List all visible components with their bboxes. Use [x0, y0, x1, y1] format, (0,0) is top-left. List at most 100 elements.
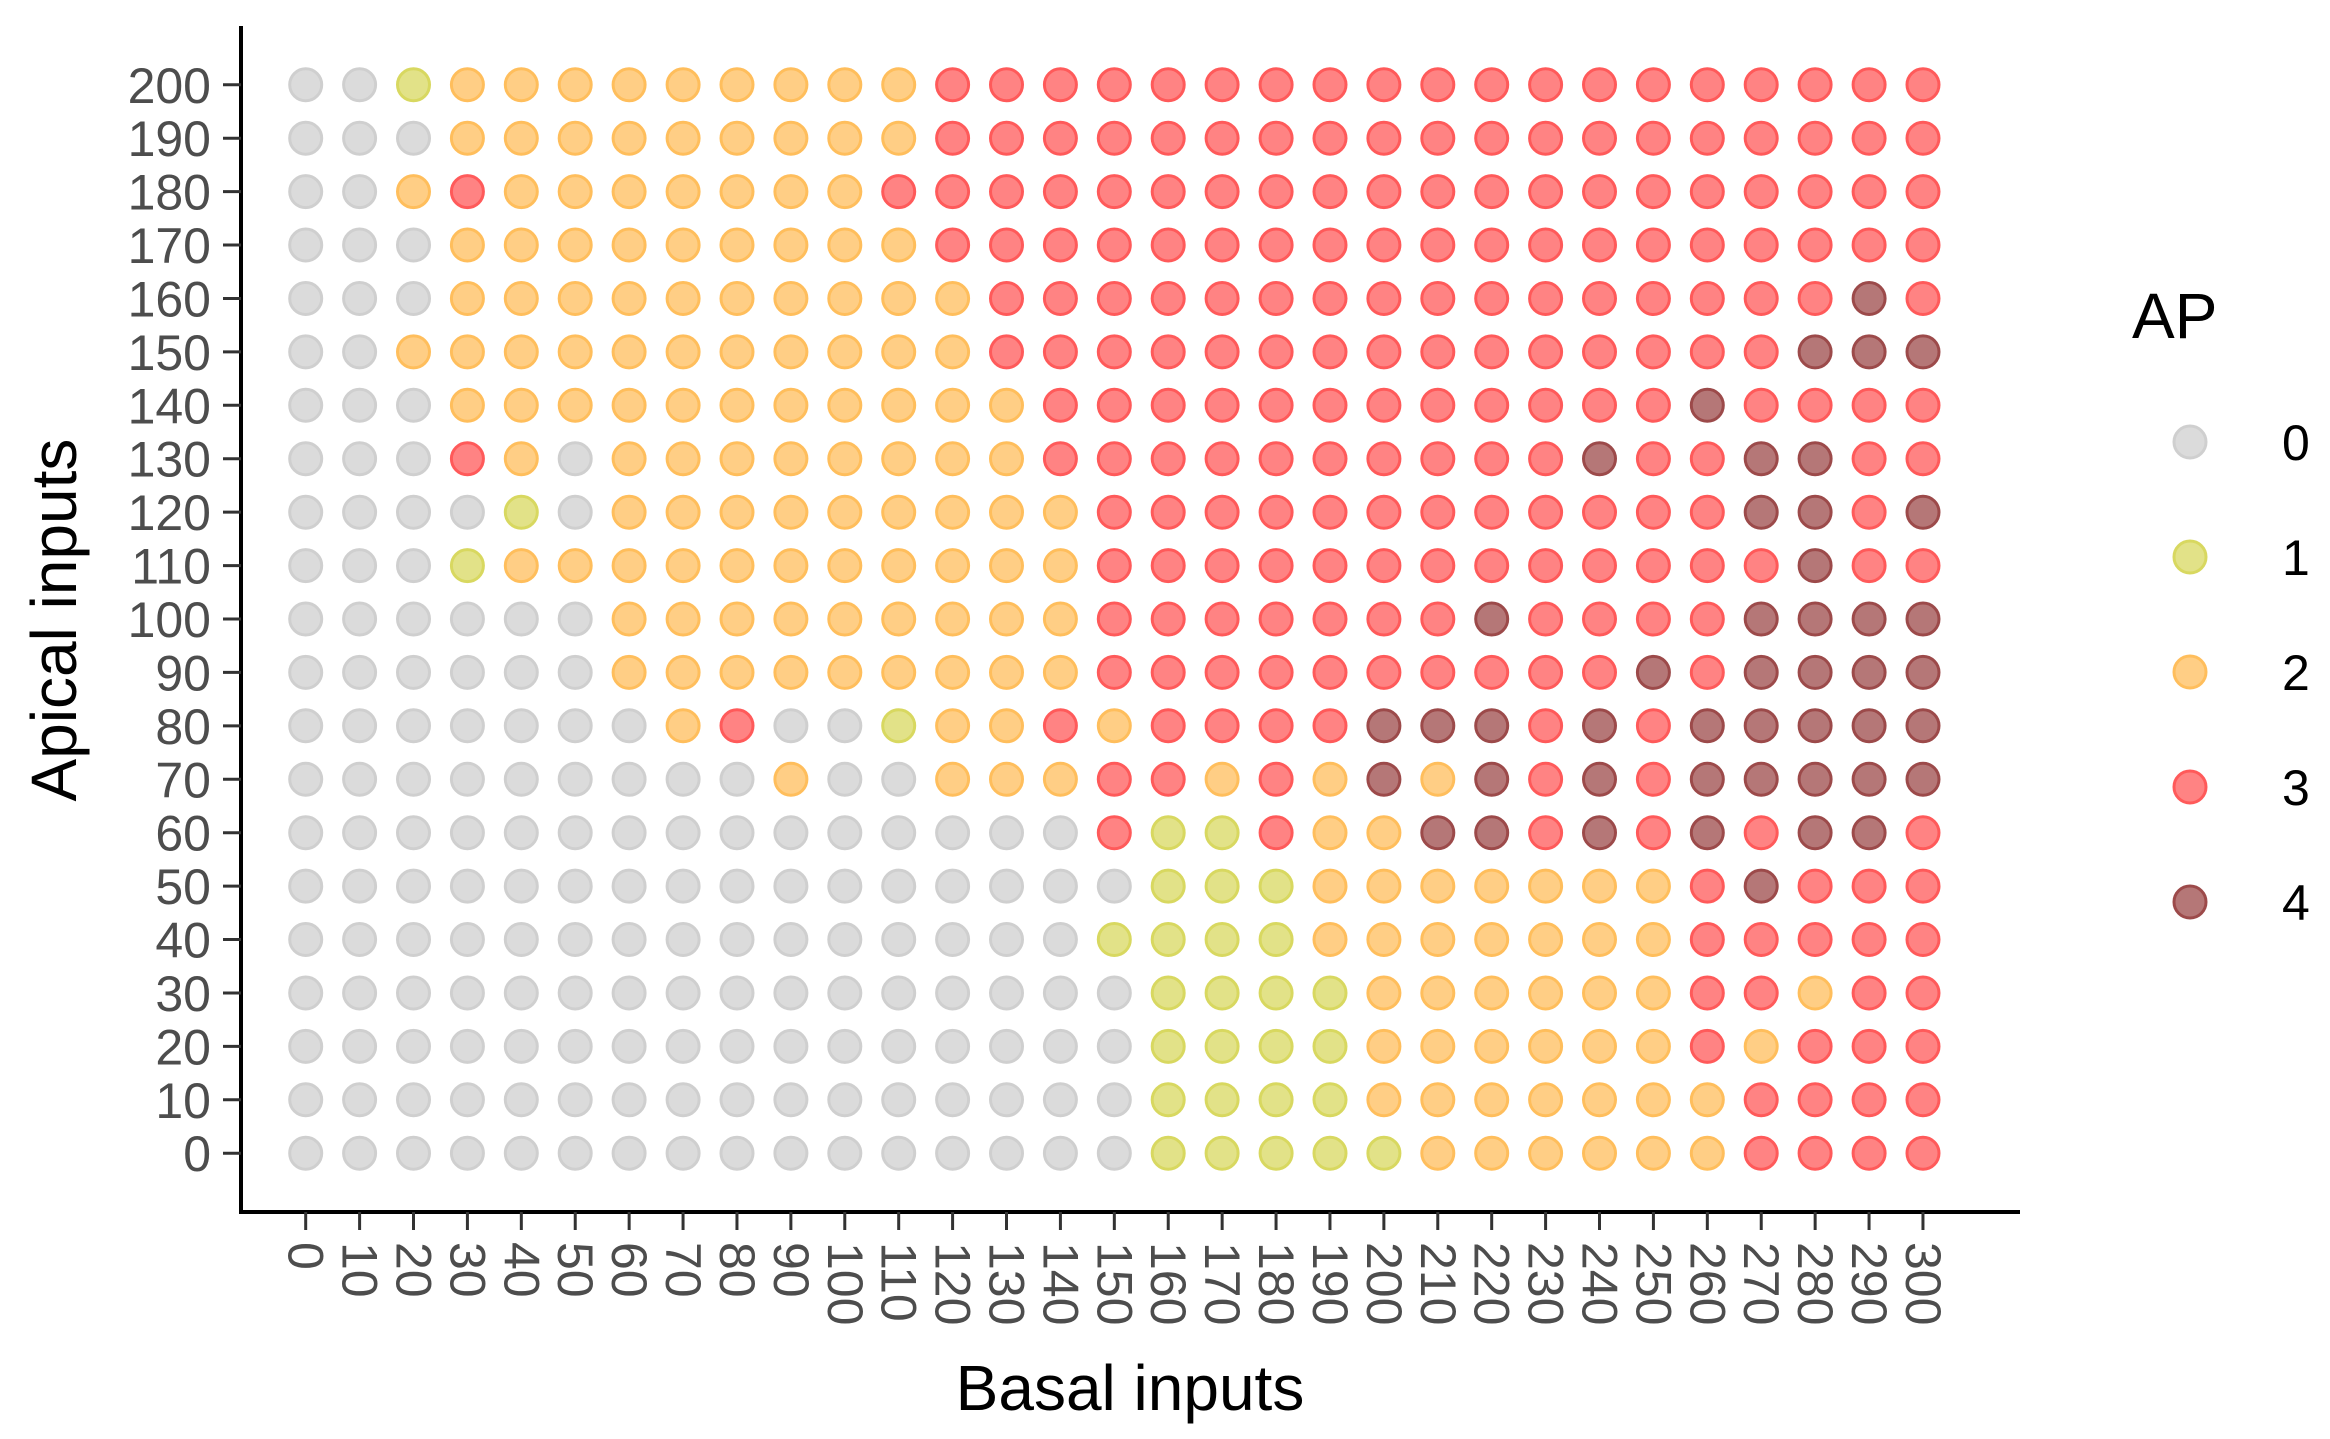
- data-point: [665, 334, 701, 370]
- data-point: [1042, 868, 1078, 904]
- data-point: [665, 922, 701, 957]
- data-point: [449, 1028, 485, 1064]
- data-point: [1797, 815, 1833, 851]
- data-point: [1905, 387, 1941, 423]
- x-tick-label: 30: [439, 1242, 495, 1298]
- data-point: [1689, 654, 1725, 690]
- data-point: [1851, 441, 1887, 477]
- data-point: [1312, 281, 1348, 316]
- data-point: [503, 334, 539, 370]
- data-point: [773, 227, 809, 263]
- data-point: [665, 761, 701, 797]
- data-point: [1474, 975, 1510, 1011]
- data-point: [773, 1135, 809, 1171]
- data-point: [288, 441, 324, 477]
- data-point: [1689, 1135, 1725, 1171]
- data-point: [773, 868, 809, 904]
- data-point: [989, 654, 1024, 690]
- data-point: [1797, 708, 1833, 744]
- data-point: [1474, 67, 1510, 103]
- data-point: [989, 815, 1024, 851]
- data-point: [611, 922, 647, 957]
- data-point: [1258, 494, 1294, 530]
- data-point: [449, 815, 485, 851]
- data-point: [665, 815, 701, 851]
- data-point: [1582, 387, 1617, 423]
- data-point: [1689, 387, 1725, 423]
- data-point: [719, 441, 755, 477]
- data-point: [935, 281, 971, 316]
- data-point: [288, 1028, 324, 1064]
- data-point: [773, 815, 809, 851]
- data-point: [1474, 120, 1510, 156]
- data-point: [611, 1028, 647, 1064]
- data-point: [1366, 494, 1402, 530]
- data-point: [935, 654, 971, 690]
- data-point: [773, 922, 809, 957]
- data-point: [719, 1028, 755, 1064]
- data-point: [1851, 67, 1887, 103]
- data-point: [1528, 174, 1564, 210]
- data-point: [719, 975, 755, 1011]
- data-point: [1150, 548, 1186, 584]
- data-point: [1366, 1135, 1402, 1171]
- data-point: [1689, 281, 1725, 316]
- x-tick-label: 300: [1895, 1242, 1951, 1325]
- data-point: [1743, 868, 1779, 904]
- data-point: [1258, 815, 1294, 851]
- data-point: [1150, 120, 1186, 156]
- data-point: [557, 868, 593, 904]
- data-point: [1204, 975, 1240, 1011]
- data-point: [1474, 334, 1510, 370]
- data-point: [881, 281, 917, 316]
- data-point: [1312, 708, 1348, 744]
- data-point: [1797, 1028, 1833, 1064]
- data-point: [1635, 922, 1671, 957]
- data-point: [342, 868, 378, 904]
- data-point: [881, 708, 917, 744]
- y-tick-label: 90: [155, 645, 211, 701]
- data-point: [881, 387, 917, 423]
- data-point: [719, 1135, 755, 1171]
- data-point: [1474, 387, 1510, 423]
- x-ticks: 0102030405060708090100110120130140150160…: [278, 1212, 1951, 1325]
- x-tick-label: 200: [1356, 1242, 1412, 1325]
- data-point: [1150, 654, 1186, 690]
- data-point: [665, 174, 701, 210]
- data-point: [1582, 922, 1617, 957]
- data-point: [1096, 708, 1132, 744]
- data-point: [1528, 654, 1564, 690]
- data-point: [1366, 548, 1402, 584]
- data-point: [1420, 815, 1456, 851]
- data-point: [1905, 441, 1941, 477]
- data-point: [342, 281, 378, 316]
- data-point: [1258, 120, 1294, 156]
- data-point: [1743, 708, 1779, 744]
- data-point: [557, 708, 593, 744]
- data-point: [1420, 120, 1456, 156]
- data-point: [1258, 654, 1294, 690]
- data-point: [1635, 1082, 1671, 1118]
- data-point: [611, 975, 647, 1011]
- data-point: [719, 1082, 755, 1118]
- data-point: [288, 227, 324, 263]
- data-point: [1689, 67, 1725, 103]
- data-point: [1420, 227, 1456, 263]
- data-point: [1582, 1135, 1617, 1171]
- y-axis-label: Apical inputs: [18, 439, 90, 802]
- data-point: [665, 601, 701, 637]
- data-point: [503, 441, 539, 477]
- data-point: [1420, 387, 1456, 423]
- data-point: [773, 601, 809, 637]
- data-point: [881, 868, 917, 904]
- data-point: [1312, 441, 1348, 477]
- data-point: [1743, 1135, 1779, 1171]
- data-point: [1689, 227, 1725, 263]
- data-point: [1042, 708, 1078, 744]
- data-point: [1096, 494, 1132, 530]
- data-point: [1420, 601, 1456, 637]
- data-point: [611, 601, 647, 637]
- data-point: [1150, 227, 1186, 263]
- data-point: [288, 815, 324, 851]
- data-point: [1042, 67, 1078, 103]
